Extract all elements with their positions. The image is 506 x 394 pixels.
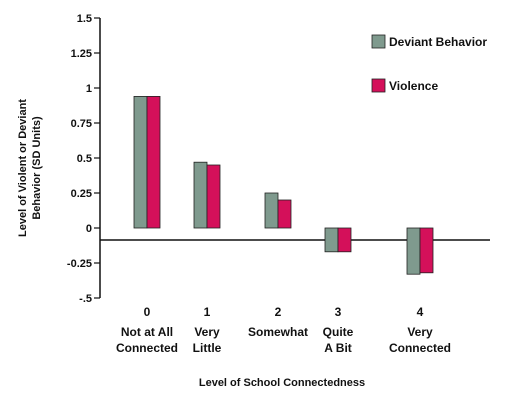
y-axis-title: Level of Violent or Deviant Behavior (SD…	[17, 99, 43, 237]
y-tick-label: -.5	[79, 293, 92, 305]
y-tick-label: 1	[86, 83, 92, 95]
y-tick-label: 0.75	[71, 118, 92, 130]
x-category-number: 4	[417, 305, 424, 319]
x-category-number: 2	[275, 305, 282, 319]
x-axis-title: Level of School Connectedness	[199, 377, 365, 389]
bar-deviant-behavior-4	[406, 227, 421, 275]
bar-violence-4	[419, 227, 434, 274]
bar-violence-1	[206, 164, 221, 229]
x-category-label: Very	[407, 325, 433, 339]
x-category-label: Somewhat	[248, 325, 308, 339]
y-tick-label: 0.5	[77, 153, 92, 165]
bar-violence-0	[146, 96, 161, 229]
legend-label-violence: Violence	[389, 79, 438, 93]
y-axis-title-line-1: Level of Violent or Deviant	[17, 99, 29, 237]
y-tick-label: 1.5	[77, 13, 92, 25]
bar-deviant-behavior-2	[264, 192, 279, 229]
x-category-label: Little	[193, 341, 222, 355]
y-axis-ticks: 1.5 1.25 1 0.75 0.5 0.25 0 -0.25 -.5	[67, 13, 100, 305]
bar-deviant-behavior-1	[193, 161, 208, 229]
x-category-number: 1	[204, 305, 211, 319]
y-tick-label: 1.25	[71, 48, 92, 60]
bar-deviant-behavior-0	[133, 96, 148, 229]
x-category-number: 3	[335, 305, 342, 319]
bar-violence-2	[277, 199, 292, 229]
x-category-number: 0	[144, 305, 151, 319]
y-tick-label: -0.25	[67, 258, 92, 270]
x-axis-categories: 0 Not at All Connected 1 Very Little 2 Somewhat…	[116, 305, 451, 355]
bars-group	[133, 96, 434, 275]
bar-violence-3	[337, 227, 352, 253]
x-category-label: Quite	[323, 325, 354, 339]
y-tick-label: 0.25	[71, 188, 92, 200]
legend-swatch-deviant-behavior	[371, 34, 386, 49]
x-category-label: A Bit	[324, 341, 352, 355]
x-category-label: Connected	[116, 341, 178, 355]
legend-swatch-violence	[371, 78, 386, 93]
y-axis-title-line-2: Behavior (SD Units)	[31, 116, 43, 220]
legend: Deviant Behavior Violence	[371, 34, 487, 93]
legend-label-deviant-behavior: Deviant Behavior	[389, 35, 487, 49]
x-category-label: Very	[194, 325, 220, 339]
x-category-label: Connected	[389, 341, 451, 355]
y-tick-label: 0	[86, 223, 92, 235]
bar-deviant-behavior-3	[324, 227, 339, 253]
x-category-label: Not at All	[121, 325, 173, 339]
